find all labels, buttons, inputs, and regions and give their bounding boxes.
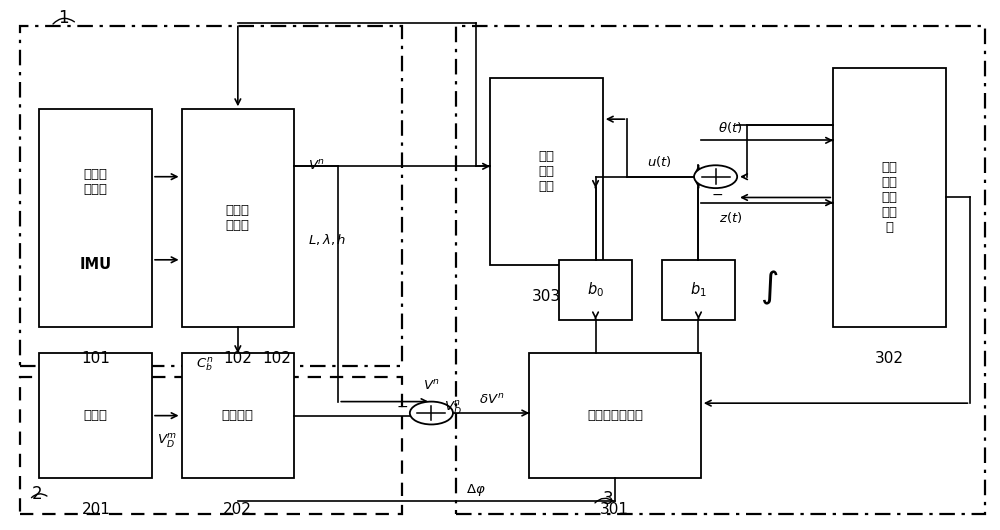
Text: $V_D^m$: $V_D^m$	[157, 433, 177, 450]
Text: $C_b^n$: $C_b^n$	[196, 355, 214, 373]
Text: 惯导
误差
系统: 惯导 误差 系统	[539, 150, 555, 193]
Text: $\theta(t)$: $\theta(t)$	[718, 120, 743, 135]
Text: 302: 302	[875, 351, 904, 366]
Bar	[20, 26, 402, 366]
Text: 安装矩阵: 安装矩阵	[222, 409, 254, 422]
Bar	[559, 260, 632, 320]
Text: 101: 101	[82, 351, 111, 366]
Bar	[39, 109, 152, 328]
Text: 301: 301	[600, 501, 629, 517]
Bar	[490, 78, 603, 265]
Bar	[182, 109, 294, 328]
Text: 非线
性状
态误
差反
馈: 非线 性状 态误 差反 馈	[882, 161, 898, 234]
Text: 1: 1	[59, 10, 69, 27]
Text: −: −	[396, 400, 408, 414]
Text: 201: 201	[82, 501, 111, 517]
Text: 里程计: 里程计	[84, 409, 108, 422]
Text: $z(t)$: $z(t)$	[719, 210, 742, 225]
Text: $b_1$: $b_1$	[690, 280, 707, 299]
Text: $V^n$: $V^n$	[423, 379, 440, 393]
Text: $\int$: $\int$	[760, 269, 779, 307]
Circle shape	[410, 402, 453, 425]
Text: 102: 102	[223, 351, 252, 366]
Bar	[833, 68, 946, 328]
Text: 扩张状态观测器: 扩张状态观测器	[587, 409, 643, 422]
Text: 303: 303	[531, 289, 561, 304]
Bar	[529, 354, 701, 478]
Text: IMU: IMU	[80, 258, 112, 272]
Text: $V_D^n$: $V_D^n$	[444, 399, 462, 417]
Bar	[20, 377, 402, 514]
Text: 102: 102	[262, 351, 291, 366]
Text: $b_0$: $b_0$	[587, 280, 604, 299]
Text: −: −	[712, 188, 723, 201]
Text: 2: 2	[32, 484, 43, 502]
Bar	[182, 354, 294, 478]
Text: $V^n$: $V^n$	[308, 160, 325, 173]
Bar	[39, 354, 152, 478]
Text: 导航解
算单元: 导航解 算单元	[226, 204, 250, 232]
Bar	[662, 260, 735, 320]
Bar	[456, 26, 985, 514]
Text: $\Delta\varphi$: $\Delta\varphi$	[466, 482, 485, 498]
Text: $\delta V^n$: $\delta V^n$	[479, 393, 504, 407]
Text: $u(t)$: $u(t)$	[647, 154, 672, 169]
Text: 3: 3	[602, 490, 613, 508]
Text: 惯性测
量组件: 惯性测 量组件	[84, 168, 108, 196]
Text: $L, \lambda, h$: $L, \lambda, h$	[308, 232, 346, 246]
Circle shape	[694, 165, 737, 188]
Text: 202: 202	[223, 501, 252, 517]
